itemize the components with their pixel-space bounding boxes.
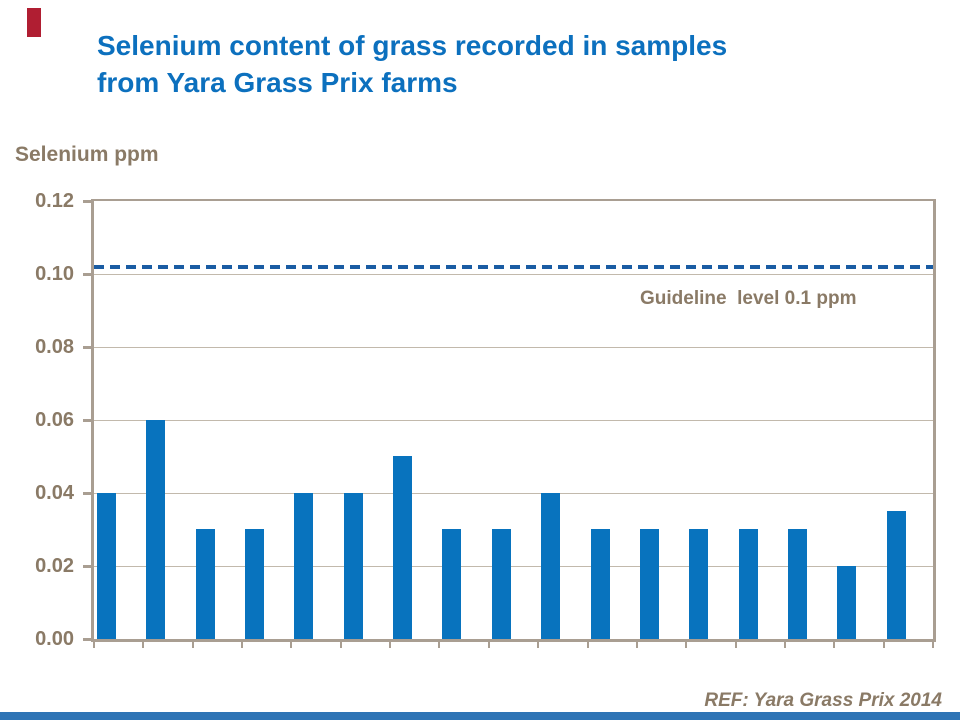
x-tick-mark — [290, 642, 292, 648]
y-tick-label: 0.04 — [35, 482, 74, 504]
x-tick-mark — [93, 642, 95, 648]
data-bar — [442, 529, 461, 639]
y-tick-mark — [83, 273, 91, 276]
y-gridline — [94, 347, 933, 348]
x-tick-mark — [636, 642, 638, 648]
x-tick-mark — [488, 642, 490, 648]
y-tick-label: 0.06 — [35, 409, 74, 431]
y-axis-title: Selenium ppm — [15, 143, 159, 166]
data-bar — [591, 529, 610, 639]
reference-note: REF: Yara Grass Prix 2014 — [704, 690, 942, 711]
data-bar — [689, 529, 708, 639]
guideline-dashed-line — [94, 265, 933, 269]
guideline-label: Guideline level 0.1 ppm — [640, 288, 857, 309]
y-gridline — [94, 274, 933, 275]
x-tick-mark — [587, 642, 589, 648]
x-tick-mark — [883, 642, 885, 648]
y-tick-label: 0.12 — [35, 190, 74, 212]
y-gridline — [94, 420, 933, 421]
x-tick-mark — [784, 642, 786, 648]
y-tick-label: 0.02 — [35, 555, 74, 577]
data-bar — [245, 529, 264, 639]
data-bar — [393, 456, 412, 639]
y-tick-label: 0.10 — [35, 263, 74, 285]
data-bar — [887, 511, 906, 639]
y-tick-mark — [83, 346, 91, 349]
y-gridline — [94, 493, 933, 494]
x-tick-mark — [833, 642, 835, 648]
x-tick-mark — [389, 642, 391, 648]
x-tick-mark — [537, 642, 539, 648]
y-tick-mark — [83, 638, 91, 641]
x-tick-mark — [192, 642, 194, 648]
x-tick-mark — [438, 642, 440, 648]
chart-title: Selenium content of grass recorded in sa… — [97, 30, 728, 98]
x-tick-mark — [340, 642, 342, 648]
data-bar — [97, 493, 116, 639]
data-bar — [541, 493, 560, 639]
y-gridline — [94, 566, 933, 567]
x-tick-mark — [241, 642, 243, 648]
data-bar — [640, 529, 659, 639]
y-tick-label: 0.08 — [35, 336, 74, 358]
x-tick-mark — [142, 642, 144, 648]
x-tick-mark — [932, 642, 934, 648]
data-bar — [739, 529, 758, 639]
data-bar — [294, 493, 313, 639]
x-tick-mark — [735, 642, 737, 648]
accent-bar-red — [27, 8, 41, 37]
y-tick-mark — [83, 565, 91, 568]
footer-accent-bar — [0, 712, 960, 720]
data-bar — [837, 566, 856, 639]
y-tick-mark — [83, 200, 91, 203]
y-tick-mark — [83, 419, 91, 422]
plot-area — [91, 199, 936, 642]
data-bar — [788, 529, 807, 639]
x-tick-mark — [685, 642, 687, 648]
data-bar — [196, 529, 215, 639]
data-bar — [344, 493, 363, 639]
y-tick-label: 0.00 — [35, 628, 74, 650]
data-bar — [492, 529, 511, 639]
data-bar — [146, 420, 165, 639]
y-tick-mark — [83, 492, 91, 495]
